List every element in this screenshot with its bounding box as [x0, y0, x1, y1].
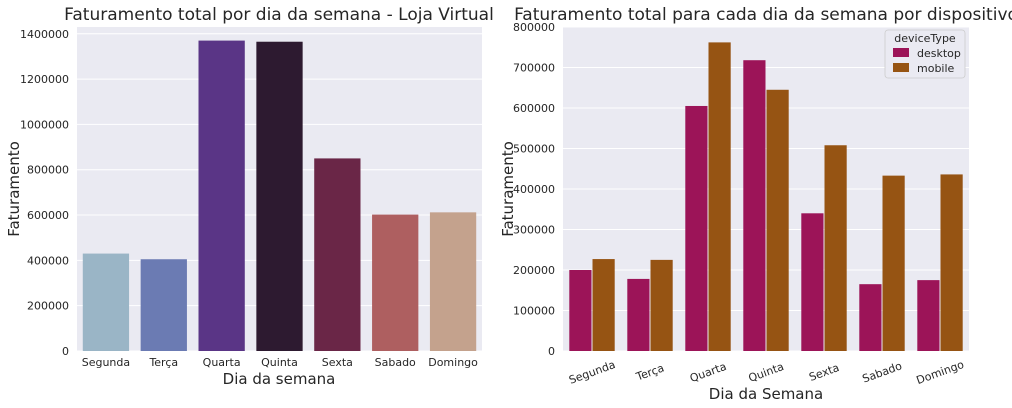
bar-sabado [372, 214, 419, 351]
y-tick-label: 700000 [513, 62, 555, 75]
bars-left [82, 40, 477, 352]
chart-title-right: Faturamento total para cada dia da seman… [514, 5, 1012, 25]
bar-mobile-sabado [882, 175, 905, 351]
x-tick-label: Segunda [82, 356, 130, 369]
y-tick-label: 400000 [513, 183, 555, 196]
x-tick-label: Sabado [861, 359, 904, 385]
bar-mobile-quinta [766, 89, 789, 352]
y-tick-label: 1400000 [20, 28, 69, 41]
y-tick-label: 600000 [27, 209, 69, 222]
bar-desktop-domingo [917, 280, 940, 351]
y-tick-label: 400000 [27, 254, 69, 267]
x-tick-label: Quinta [261, 356, 298, 369]
bar-mobile-terça [650, 259, 673, 351]
x-ticks-right: Segunda Terça Quarta Quinta Sexta Sabado Domin… [567, 358, 966, 387]
x-tick-label: Segunda [567, 358, 617, 387]
x-tick-label: Quarta [203, 356, 241, 369]
bar-desktop-sabado [859, 284, 882, 351]
y-tick-label: 800000 [27, 164, 69, 177]
legend: deviceType desktop mobile [884, 29, 966, 79]
y-ticks-right: 0 100000 200000 300000 400000 500000 600000 700… [513, 21, 555, 358]
bar-desktop-terça [627, 278, 650, 351]
x-tick-label: Sexta [322, 356, 353, 369]
bars-right [569, 42, 963, 352]
x-axis-label-left: Dia da semana [223, 370, 336, 388]
legend-title: deviceType [894, 32, 956, 45]
y-tick-label: 200000 [513, 264, 555, 277]
y-axis-label-left: Faturamento [5, 141, 23, 237]
y-tick-label: 0 [548, 345, 555, 358]
bar-desktop-segunda [569, 270, 592, 351]
chart-title-left: Faturamento total por dia da semana - Lo… [64, 5, 494, 25]
y-tick-label: 1200000 [20, 73, 69, 86]
x-tick-label: Terça [634, 361, 666, 383]
bar-desktop-quinta [743, 60, 766, 352]
legend-label-desktop: desktop [917, 47, 961, 60]
legend-swatch-mobile [893, 63, 909, 72]
x-tick-label: Quinta [747, 360, 786, 385]
x-tick-label: Domingo [915, 358, 966, 387]
y-tick-label: 100000 [513, 305, 555, 318]
bar-mobile-sexta [824, 145, 847, 351]
y-tick-label: 500000 [513, 143, 555, 156]
bar-segunda [82, 253, 130, 351]
y-tick-label: 1000000 [20, 118, 69, 131]
bar-mobile-quarta [708, 42, 731, 351]
chart-left: 0 200000 400000 600000 800000 1000000 1200000 1… [5, 5, 494, 388]
bar-domingo [429, 212, 477, 351]
x-axis-label-right: Dia da Semana [709, 385, 823, 403]
bar-sexta [314, 158, 361, 351]
legend-label-mobile: mobile [917, 62, 955, 75]
legend-swatch-desktop [893, 48, 909, 57]
chart-right: 0 100000 200000 300000 400000 500000 600000 700… [499, 5, 1012, 403]
x-tick-label: Domingo [428, 356, 478, 369]
x-ticks-left: Segunda Terça Quarta Quinta Sexta Sabado Domin… [82, 356, 478, 369]
y-tick-label: 600000 [513, 102, 555, 115]
y-tick-label: 800000 [513, 21, 555, 34]
bar-mobile-domingo [940, 174, 963, 351]
y-tick-label: 0 [62, 345, 69, 358]
bar-quinta [256, 41, 303, 352]
x-tick-label: Terça [148, 356, 178, 369]
bar-terça [140, 259, 187, 351]
x-tick-label: Sabado [375, 356, 416, 369]
x-tick-label: Sexta [807, 361, 841, 384]
x-tick-label: Quarta [688, 360, 728, 385]
y-tick-label: 200000 [27, 300, 69, 313]
bar-quarta [198, 40, 245, 351]
y-ticks-left: 0 200000 400000 600000 800000 1000000 1200000 1… [20, 28, 69, 358]
bar-mobile-segunda [592, 259, 615, 351]
y-tick-label: 300000 [513, 224, 555, 237]
bar-desktop-sexta [801, 213, 824, 351]
bar-desktop-quarta [685, 105, 708, 351]
y-axis-label-right: Faturamento [499, 141, 517, 237]
